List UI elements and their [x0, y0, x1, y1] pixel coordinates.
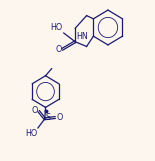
- Text: O: O: [57, 113, 63, 122]
- Text: HO: HO: [25, 129, 37, 138]
- Text: S: S: [46, 114, 51, 123]
- Text: HO: HO: [51, 23, 63, 32]
- Text: HN: HN: [76, 32, 88, 41]
- Text: O: O: [31, 106, 38, 115]
- Text: O: O: [55, 45, 62, 54]
